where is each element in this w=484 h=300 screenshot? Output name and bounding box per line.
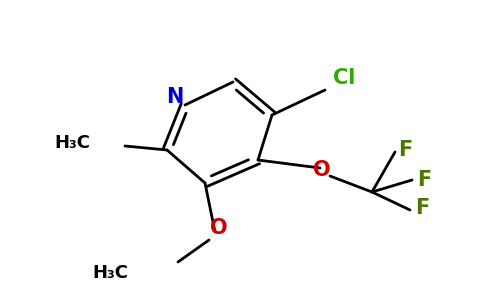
Text: F: F [417,170,431,190]
Text: O: O [210,218,228,238]
Text: F: F [398,140,412,160]
Text: H₃C: H₃C [54,134,90,152]
Text: H₃C: H₃C [92,264,128,282]
Text: Cl: Cl [333,68,355,88]
Text: O: O [313,160,331,180]
Text: F: F [415,198,429,218]
Text: N: N [166,87,184,107]
